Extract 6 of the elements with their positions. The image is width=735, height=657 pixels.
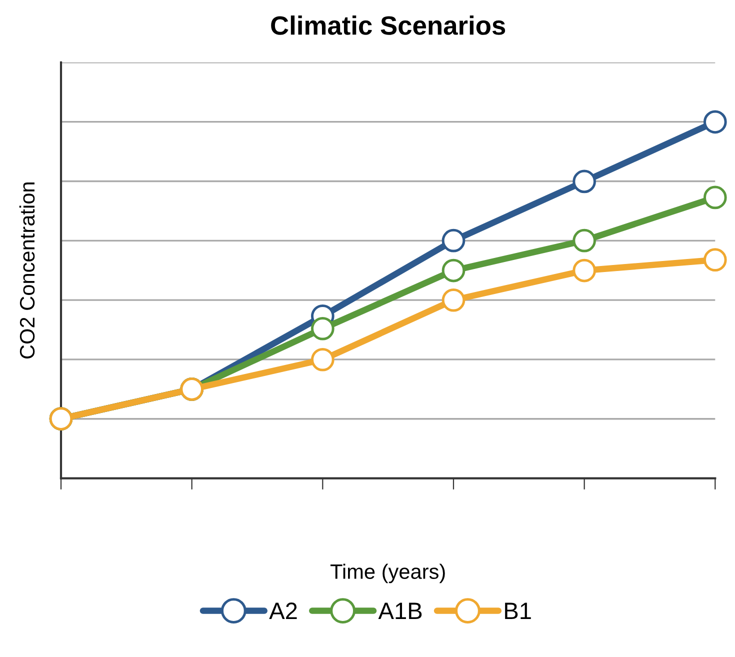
y-axis-title: CO2 Concentration — [19, 182, 35, 358]
legend-label: A1B — [378, 602, 422, 620]
chart-title: Climatic Scenarios — [271, 16, 506, 35]
x-axis-title: Time (years) — [330, 564, 445, 584]
legend-label: B1 — [505, 602, 531, 620]
legend-label: A2 — [269, 602, 297, 620]
